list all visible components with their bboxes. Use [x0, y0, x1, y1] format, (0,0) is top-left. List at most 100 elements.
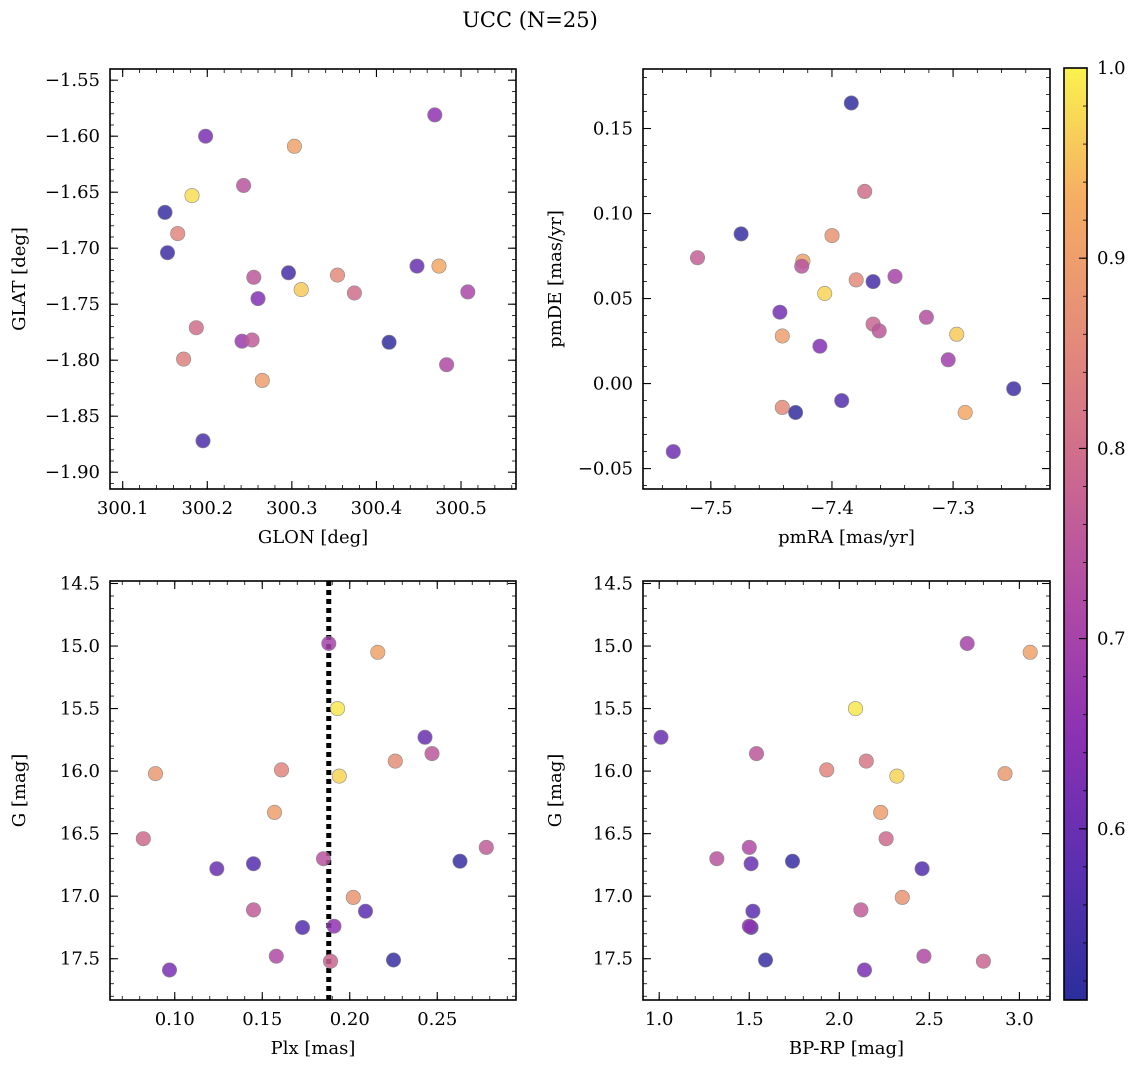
scatter-point [757, 952, 773, 968]
scatter-point [824, 228, 840, 244]
y-tick-label: 14.5 [593, 574, 633, 595]
x-tick-label: 300.1 [97, 498, 149, 519]
scatter-point [940, 352, 956, 368]
figure-title: UCC (N=25) [462, 8, 598, 32]
scatter-point [957, 404, 973, 420]
scatter-point [286, 138, 302, 154]
scatter-point [949, 326, 965, 342]
scatter-point [176, 351, 192, 367]
y-tick-label: 16.0 [60, 761, 100, 782]
y-tick-label: 17.5 [593, 949, 633, 970]
scatter-point [774, 399, 790, 415]
scatter-point [184, 188, 200, 204]
scatter-point [916, 948, 932, 964]
scatter-point [889, 768, 905, 784]
scatter-point [452, 853, 468, 869]
x-tick-label: −7.3 [931, 498, 975, 519]
y-tick-label: 15.5 [60, 699, 100, 720]
y-tick-label: 0.05 [593, 289, 633, 310]
scatter-point [198, 128, 214, 144]
scatter-point [409, 258, 425, 274]
scatter-point [959, 635, 975, 651]
x-tick-label: 1.5 [735, 1009, 764, 1030]
x-axis-label: Plx [mas] [271, 1038, 356, 1059]
colorbar-tick-label: 1.0 [1097, 58, 1126, 79]
scatter-point [1022, 644, 1038, 660]
scatter-point [858, 753, 874, 769]
scatter-point [653, 729, 669, 745]
scatter-point [250, 291, 266, 307]
x-tick-label: 0.25 [417, 1009, 457, 1030]
scatter-point [246, 902, 262, 918]
y-tick-label: 0.15 [593, 119, 633, 140]
scatter-point [812, 338, 828, 354]
scatter-point [246, 856, 262, 872]
x-axis-label: BP-RP [mag] [789, 1038, 904, 1059]
subplots-group: 300.1 300.2 300.3 300.4 300.5 −1.90 −1.85 −1.80… [9, 68, 1051, 1059]
y-axis-label: G [mag] [9, 754, 30, 827]
scatter-point [788, 404, 804, 420]
scatter-point [294, 919, 310, 935]
x-tick-label: 2.5 [915, 1009, 944, 1030]
y-tick-label: 0.10 [593, 204, 633, 225]
y-tick-label: 16.0 [593, 761, 633, 782]
subplot-4: 1.0 1.5 2.0 2.5 3.0 14.5 15.0 15.5 16.0 16.5 17.0 1… [545, 574, 1051, 1059]
scatter-point [135, 831, 151, 847]
scatter-points [653, 635, 1038, 978]
scatter-point [741, 839, 757, 855]
scatter-point [1006, 381, 1022, 397]
x-tick-label: 1.0 [645, 1009, 674, 1030]
subplot-1: 300.1 300.2 300.3 300.4 300.5 −1.90 −1.85 −1.80… [9, 68, 517, 548]
colorbar-frame [1063, 67, 1088, 1001]
scatter-point [424, 746, 440, 762]
scatter-point [244, 332, 260, 348]
scatter-point [819, 762, 835, 778]
scatter-point [918, 309, 934, 325]
scatter-point [794, 258, 810, 274]
scatter-point [160, 245, 176, 261]
scatter-point [817, 285, 833, 301]
y-tick-label: −1.85 [45, 406, 100, 427]
scatter-point [321, 635, 337, 651]
y-tick-label: −1.80 [45, 350, 100, 371]
y-tick-label: 15.0 [60, 636, 100, 657]
scatter-point [370, 644, 386, 660]
y-tick-label: −1.55 [45, 70, 100, 91]
scatter-point [709, 851, 725, 867]
scatter-points [135, 635, 494, 978]
scatter-point [774, 328, 790, 344]
y-axis-label: GLAT [deg] [9, 227, 30, 331]
x-tick-label: 0.10 [155, 1009, 195, 1030]
scatter-point [748, 746, 764, 762]
scatter-point [997, 766, 1013, 782]
scatter-point [329, 701, 345, 717]
x-axis-label: GLON [deg] [258, 527, 368, 548]
y-axis-label: G [mag] [545, 754, 566, 827]
scatter-point [417, 729, 433, 745]
colorbar-tick-label: 0.7 [1097, 629, 1126, 650]
x-tick-label: 300.3 [266, 498, 318, 519]
x-tick-label: 300.5 [435, 498, 487, 519]
subplot-2: −7.5 −7.4 −7.3 −0.05 0.00 0.05 0.10 0.15 pmRA [m… [545, 68, 1051, 548]
scatter-point [326, 918, 342, 934]
y-tick-label: 14.5 [60, 574, 100, 595]
scatter-point [857, 183, 873, 199]
scatter-point [743, 856, 759, 872]
y-tick-label: 16.5 [60, 824, 100, 845]
scatter-point [689, 250, 705, 266]
scatter-point [357, 903, 373, 919]
subplot-3: 0.10 0.15 0.20 0.25 14.5 15.0 15.5 16.0 16.5 17.0… [9, 574, 517, 1059]
scatter-point [848, 272, 864, 288]
colorbar-tick-label: 0.6 [1097, 819, 1126, 840]
y-tick-label: 17.0 [593, 886, 633, 907]
scatter-point [209, 861, 225, 877]
y-tick-label: 0.00 [593, 374, 633, 395]
scatter-point [293, 282, 309, 298]
scatter-point [741, 918, 757, 934]
scatter-point [246, 269, 262, 285]
scatter-point [887, 268, 903, 284]
scatter-point [381, 334, 397, 350]
x-tick-label: 2.0 [825, 1009, 854, 1030]
scatter-point [733, 226, 749, 242]
scatter-point [873, 804, 889, 820]
